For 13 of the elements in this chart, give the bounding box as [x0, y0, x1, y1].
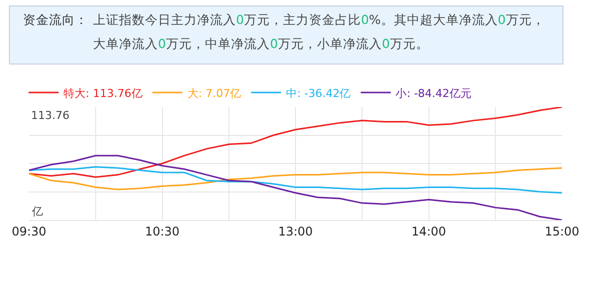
x-tick-label: 15:00 — [544, 224, 580, 238]
text: 上证指数今日主力净流入0万元，主力资金占比0%。其中超大单净流入0万元，大单净流入0万元，中单净流入0万元，小单净流入0万元。 — [93, 12, 545, 51]
legend-label: 大: 7.07亿 — [187, 86, 242, 100]
chart-title: 资金流向： — [23, 12, 88, 27]
x-tick-label: 10:30 — [144, 224, 180, 238]
x-tick-label: 09:30 — [12, 224, 46, 238]
legend-label: 特大: 113.76亿 — [64, 86, 142, 100]
legend-label: 中: -36.42亿 — [286, 86, 351, 100]
x-tick-label: 13:00 — [278, 224, 313, 238]
legend-label: 小: -84.42亿元 — [396, 86, 472, 100]
annotation: 113.76 — [31, 109, 70, 122]
annotation: 亿 — [31, 205, 43, 218]
x-tick-label: 14:00 — [411, 224, 446, 238]
